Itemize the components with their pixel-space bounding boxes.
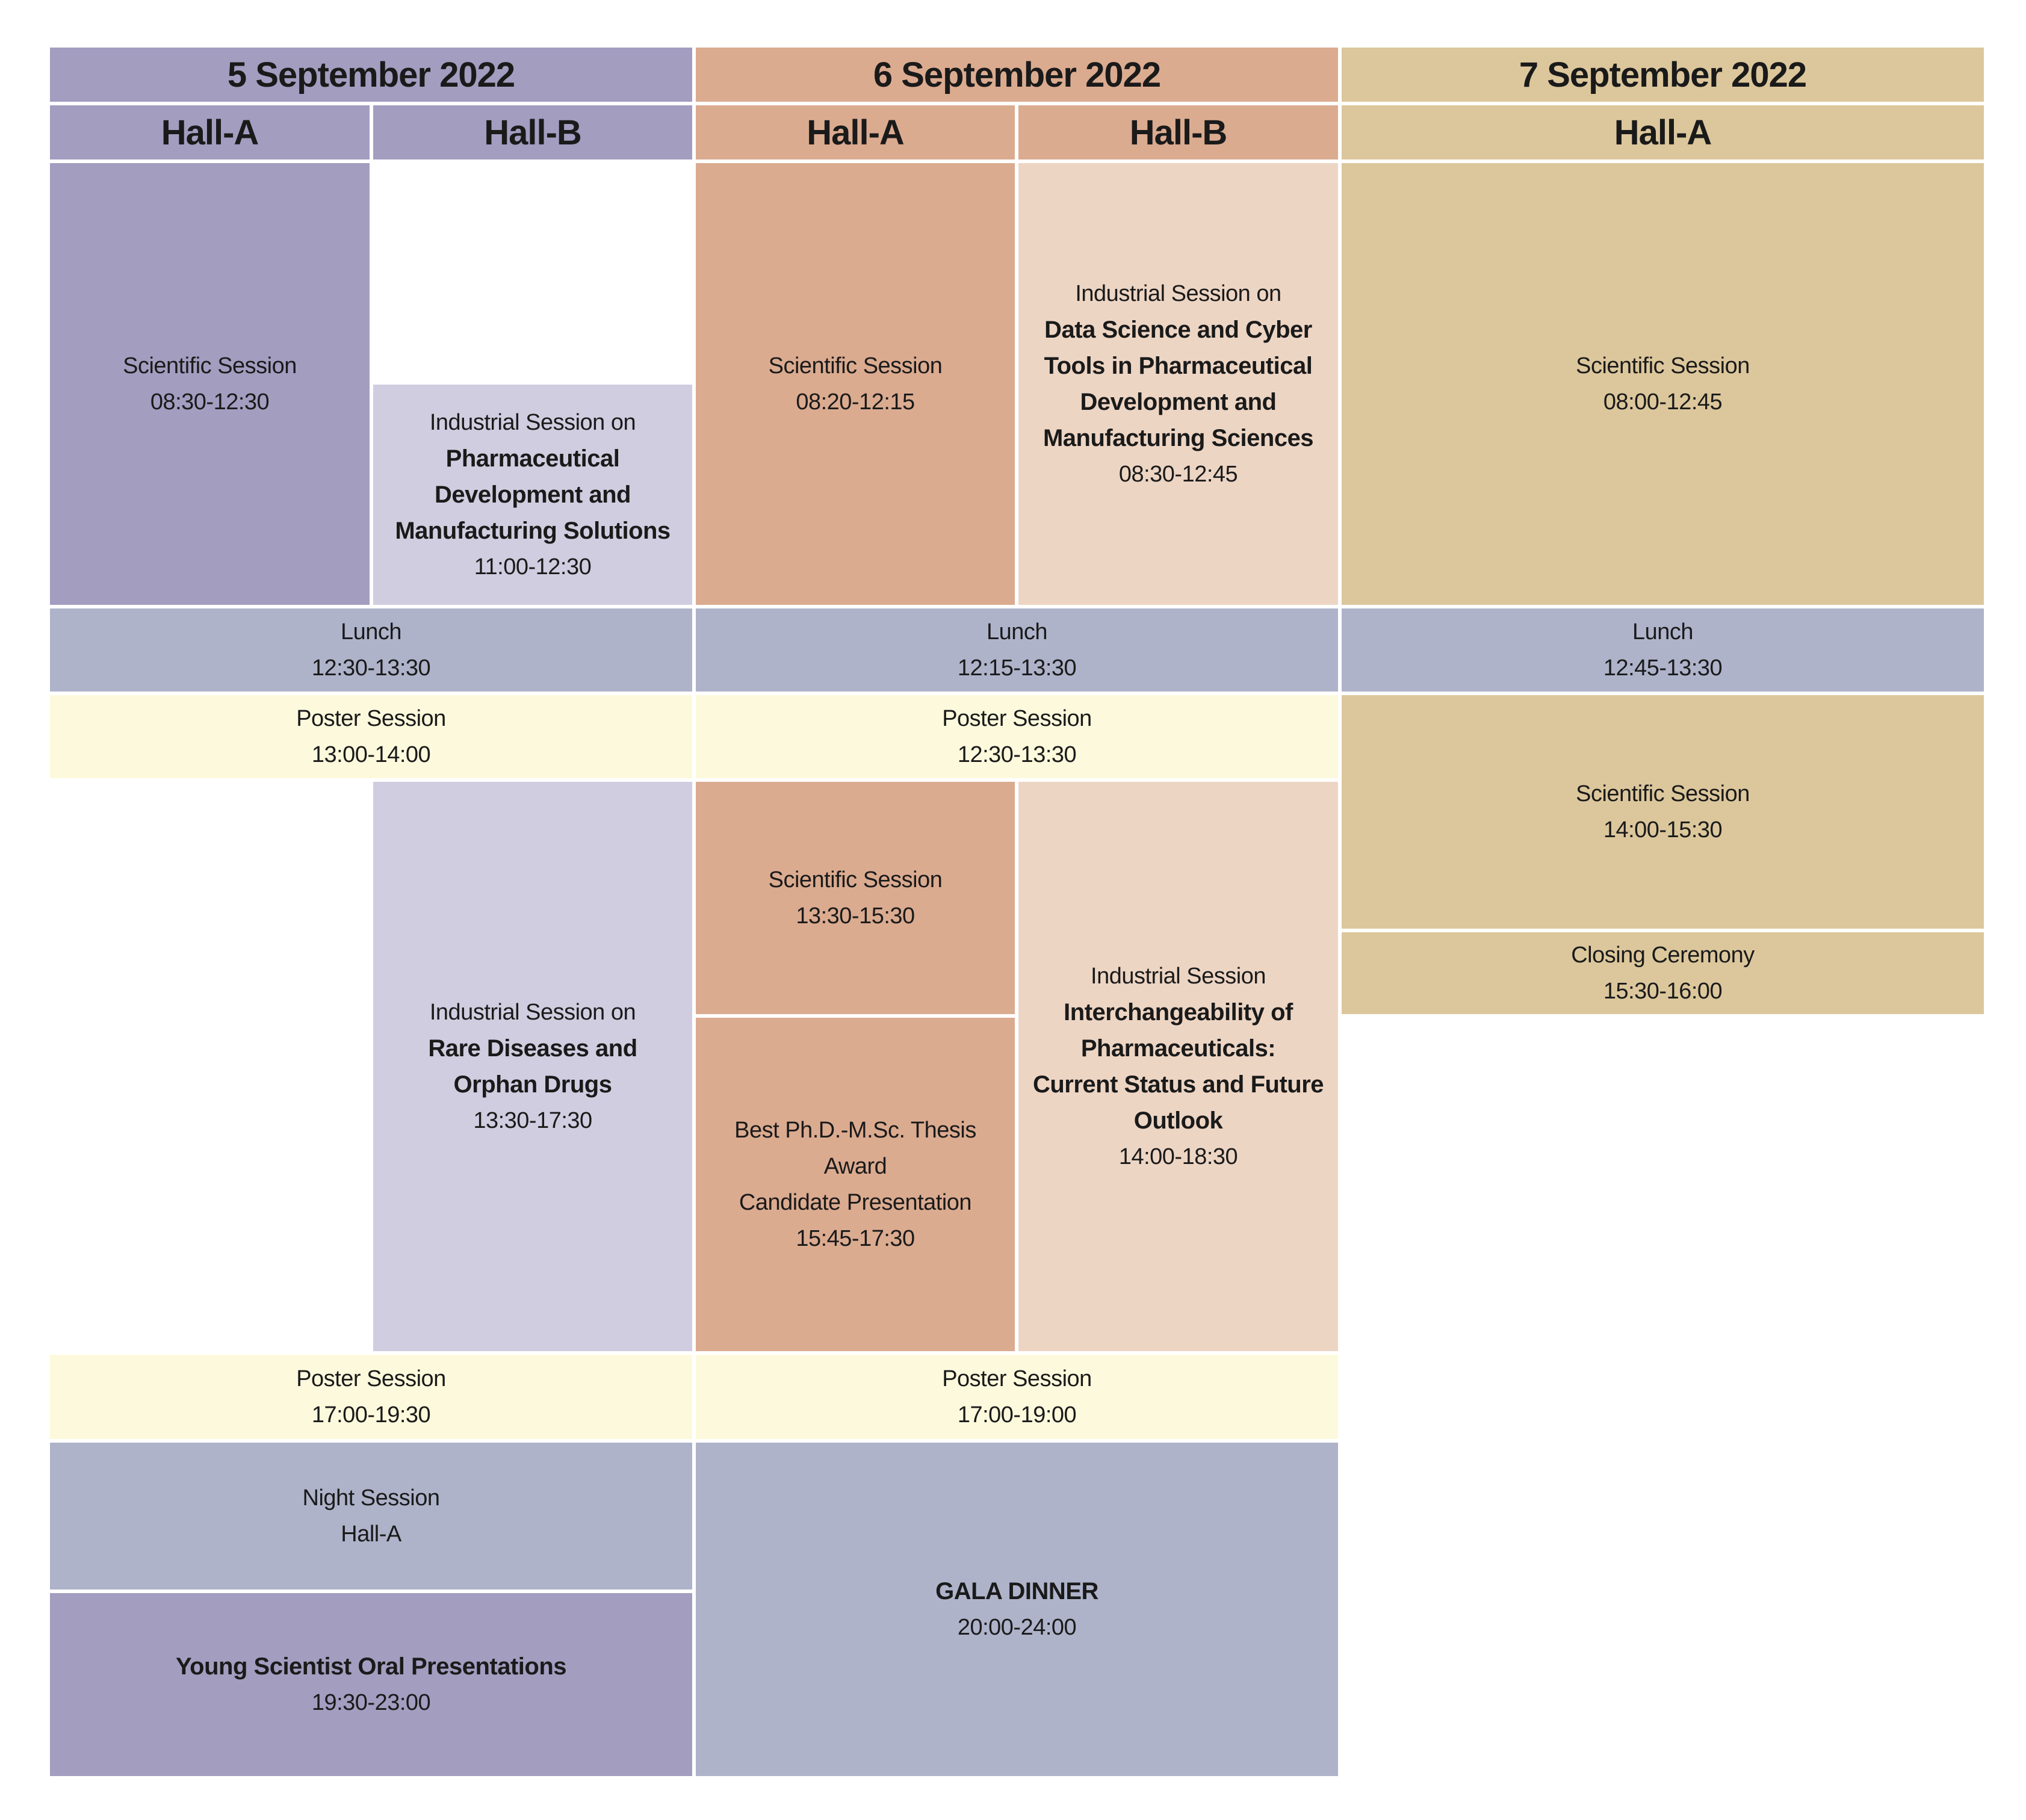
session-text: 13:00-14:00 [311,742,431,767]
session-cell: Scientific Session 08:30-12:30 [48,161,371,607]
session-text: 15:45-17:30 [796,1226,915,1251]
session-title: Current Status and Future [1032,1071,1324,1098]
session-text: Closing Ceremony [1571,942,1755,968]
session-cell: GALA DINNER 20:00-24:00 [694,1441,1340,1778]
session-text: Industrial Session on [429,1000,636,1025]
session-text: Poster Session [942,1366,1092,1391]
session-title: Pharmaceuticals: [1080,1035,1276,1062]
session-text: Poster Session [942,706,1092,731]
session-text: Poster Session [296,706,446,731]
session-text: 08:30-12:30 [150,389,270,415]
hall-header-day2-b: Hall-B [1017,104,1340,161]
session-title: Development and [435,481,631,508]
session-text: 08:30-12:45 [1118,462,1238,487]
session-cell: Poster Session 17:00-19:00 [694,1353,1340,1441]
session-text: 12:30-13:30 [957,742,1077,767]
hall-header-day3-a: Hall-A [1340,104,1986,161]
session-title: Development and [1080,389,1277,415]
hall-header-day2-a: Hall-A [694,104,1017,161]
session-text: 13:30-17:30 [473,1108,592,1133]
session-cell: Poster Session 13:00-14:00 [48,693,694,780]
session-cell: Poster Session 17:00-19:30 [48,1353,694,1441]
session-cell: Scientific Session 14:00-15:30 [1340,693,1986,930]
session-cell: Lunch 12:15-13:30 [694,607,1340,693]
session-title: Rare Diseases and [428,1035,637,1062]
session-title: Manufacturing Solutions [395,518,671,544]
session-text: 17:00-19:30 [311,1402,431,1428]
session-title: Data Science and Cyber [1044,317,1312,343]
session-cell: Industrial Session on Rare Diseases and Or… [371,780,694,1353]
day-header-3: 7 September 2022 [1340,46,1986,104]
session-cell: Industrial Session Interchangeability of P… [1017,780,1340,1353]
day-header-2: 6 September 2022 [694,46,1340,104]
session-text: Scientific Session [1576,781,1750,806]
session-title: Interchangeability of [1064,999,1293,1026]
session-text: 12:45-13:30 [1603,655,1723,681]
session-title: Outlook [1133,1107,1223,1134]
session-cell: Poster Session 12:30-13:30 [694,693,1340,780]
session-cell: Night Session Hall-A [48,1441,694,1591]
session-cell: Lunch 12:30-13:30 [48,607,694,693]
session-text: 20:00-24:00 [957,1615,1077,1640]
session-text: 11:00-12:30 [474,554,592,580]
session-cell: Scientific Session 08:00-12:45 [1340,161,1986,607]
session-text: 13:30-15:30 [796,903,915,929]
session-cell: Scientific Session 13:30-15:30 [694,780,1017,1016]
session-text: Candidate Presentation [739,1190,972,1215]
session-text: 12:30-13:30 [311,655,431,681]
session-text: 14:00-15:30 [1603,817,1723,843]
session-text: Scientific Session [1576,353,1750,379]
session-cell: Industrial Session on Pharmaceutical Devel… [371,383,694,607]
session-title: Young Scientist Oral Presentations [175,1653,567,1680]
session-text: 19:30-23:00 [311,1690,431,1715]
session-cell: Industrial Session on Data Science and Cy… [1017,161,1340,607]
session-title: Pharmaceutical [445,445,620,472]
session-title: Manufacturing Sciences [1042,425,1314,451]
session-text: Hall-A [341,1521,401,1547]
session-cell: Young Scientist Oral Presentations 19:30-… [48,1591,694,1778]
session-text: Lunch [986,619,1048,645]
session-text: 15:30-16:00 [1603,979,1723,1004]
session-title: Tools in Pharmaceutical [1044,353,1313,379]
session-cell: Lunch 12:45-13:30 [1340,607,1986,693]
session-cell: Best Ph.D.-M.Sc. Thesis Award Candidate P… [694,1016,1017,1353]
session-cell: Closing Ceremony 15:30-16:00 [1340,930,1986,1016]
session-text: Scientific Session [123,353,297,379]
session-text: 08:20-12:15 [796,389,915,415]
session-title: GALA DINNER [935,1578,1098,1605]
hall-header-day1-a: Hall-A [48,104,371,161]
session-text: Lunch [1632,619,1694,645]
session-text: Poster Session [296,1366,446,1391]
hall-header-day1-b: Hall-B [371,104,694,161]
session-title: Orphan Drugs [453,1071,612,1098]
session-text: Best Ph.D.-M.Sc. Thesis Award [734,1118,976,1179]
day-header-1: 5 September 2022 [48,46,694,104]
session-text: Industrial Session on [429,410,636,435]
session-text: Night Session [302,1485,440,1511]
session-text: Industrial Session [1091,964,1266,989]
session-text: 12:15-13:30 [957,655,1077,681]
session-text: Lunch [340,619,402,645]
session-cell: Scientific Session 08:20-12:15 [694,161,1017,607]
session-text: Scientific Session [768,867,943,893]
session-text: 14:00-18:30 [1118,1144,1238,1169]
session-text: 17:00-19:00 [957,1402,1077,1428]
session-text: Scientific Session [768,353,943,379]
session-text: 08:00-12:45 [1603,389,1723,415]
session-text: Industrial Session on [1075,281,1281,306]
